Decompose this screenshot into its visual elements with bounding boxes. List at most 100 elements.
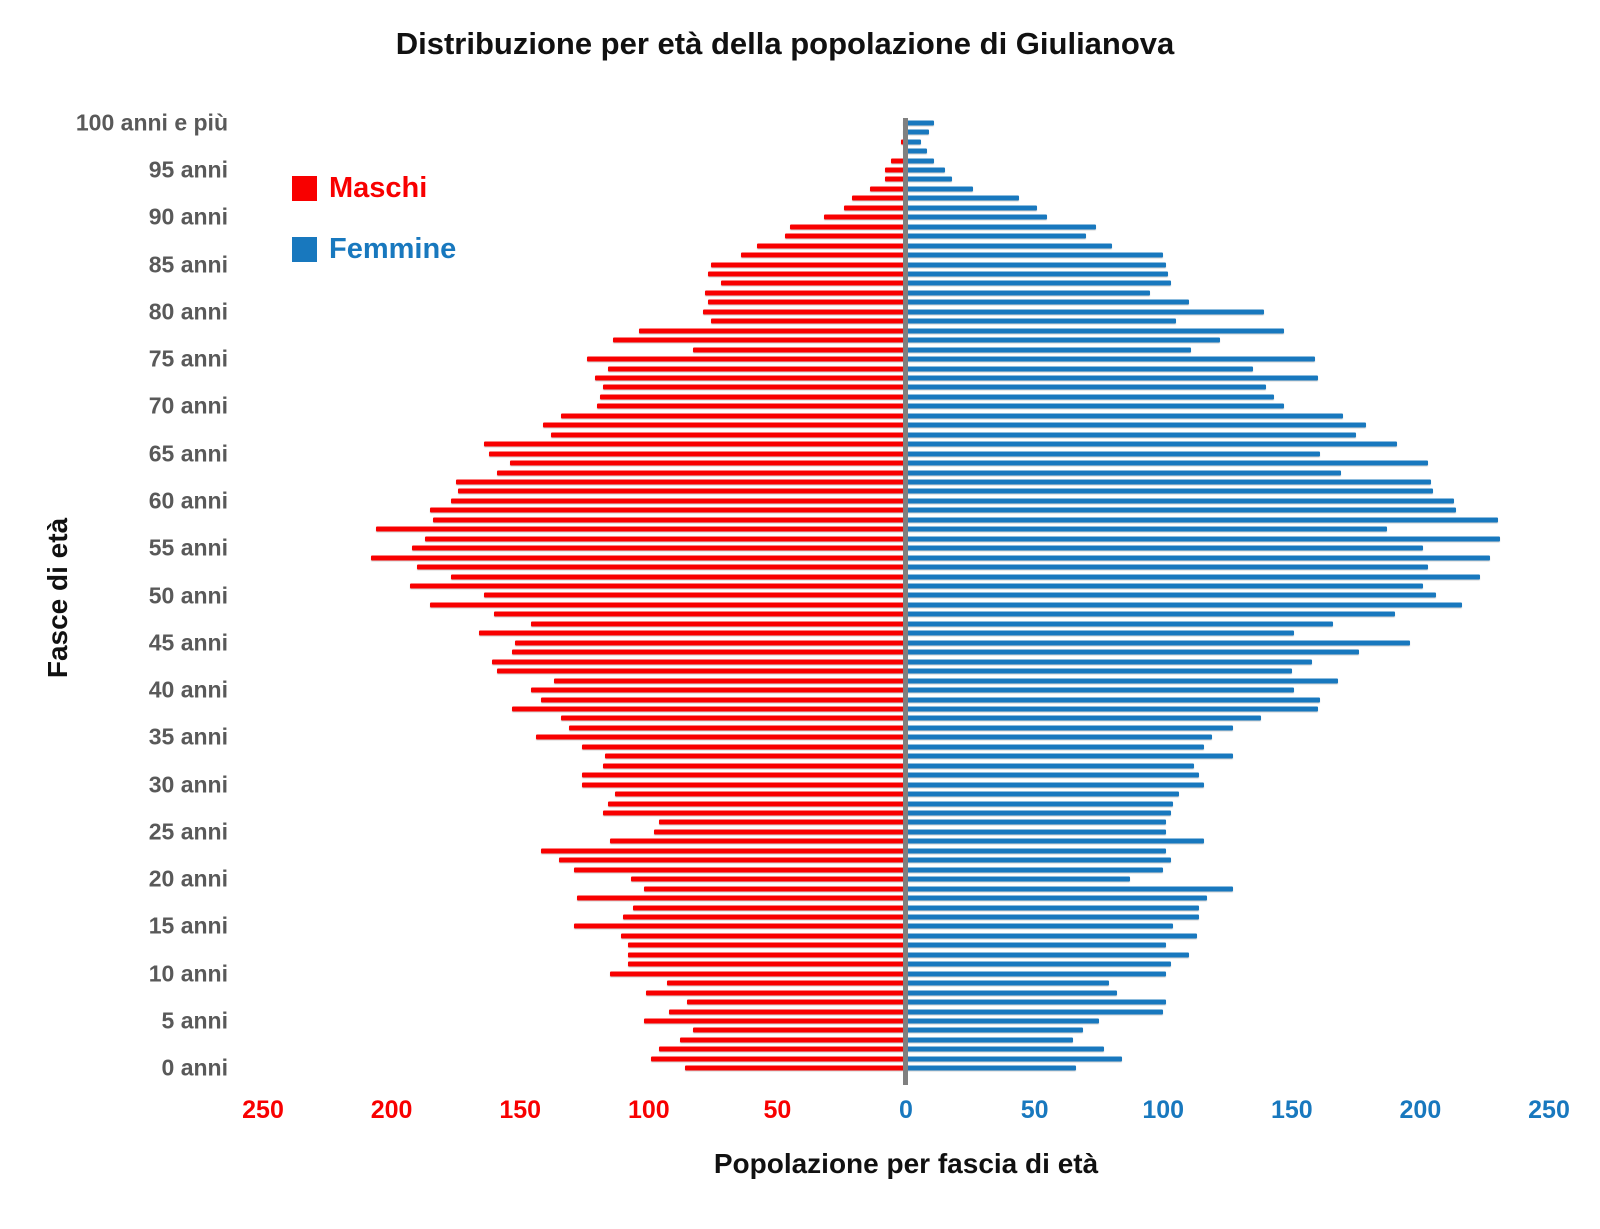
pyramid-row-age-89 [263,222,1549,231]
legend-item-maschi: Maschi [292,172,427,205]
bar-maschi-age-79 [710,318,906,324]
bar-femmine-age-85 [906,262,1166,268]
pyramid-row-age-17 [263,903,1549,912]
bar-femmine-age-19 [906,886,1233,892]
bar-femmine-age-49 [906,602,1462,608]
pyramid-row-age-70 [263,402,1549,411]
bar-femmine-age-43 [906,659,1313,665]
pyramid-row-age-29 [263,789,1549,798]
bar-maschi-age-82 [705,290,906,296]
pyramid-row-age-44 [263,648,1549,657]
bar-femmine-age-64 [906,460,1429,466]
bar-femmine-age-21 [906,867,1164,873]
bar-maschi-age-2 [659,1046,906,1052]
bar-maschi-age-40 [530,687,906,693]
bar-femmine-age-15 [906,923,1174,929]
bar-femmine-age-98 [906,139,922,145]
bar-femmine-age-79 [906,318,1177,324]
bar-maschi-age-74 [607,366,906,372]
bar-maschi-age-39 [540,697,906,702]
bar-femmine-age-28 [906,801,1174,806]
y-tick-20-anni: 20 anni [148,865,228,892]
pyramid-row-age-48 [263,610,1549,619]
pyramid-row-age-94 [263,175,1549,184]
pyramid-row-age-68 [263,421,1549,430]
x-axis-title: Popolazione per fascia di età [713,1148,1099,1179]
bar-femmine-age-59 [906,507,1457,513]
pyramid-row-age-6 [263,1007,1549,1016]
bar-femmine-age-29 [906,791,1179,797]
y-tick-50-anni: 50 anni [148,582,228,608]
bar-femmine-age-27 [906,810,1171,816]
x-axis-tick-labels: 250 200 150 100 50 0 50 100 150 200 250 [242,1096,1570,1136]
y-tick-25-anni: 25 anni [148,818,228,845]
bar-maschi-age-21 [574,867,906,873]
bar-femmine-age-13 [906,942,1166,948]
bar-maschi-age-90 [823,214,906,220]
pyramid-row-age-85 [263,260,1549,269]
pyramid-row-age-91 [263,203,1549,212]
legend-label-femmine: Femmine [329,233,457,265]
bar-femmine-age-88 [906,233,1087,239]
bar-maschi-age-47 [530,621,906,627]
x-tick-femmine-250: 250 [1528,1096,1570,1124]
pyramid-row-age-36 [263,723,1549,732]
bar-femmine-age-14 [906,933,1197,939]
bar-maschi-age-6 [669,1009,906,1015]
pyramid-row-age-9 [263,978,1549,987]
x-tick-maschi-250: 250 [242,1096,284,1124]
pyramid-row-age-19 [263,884,1549,893]
bar-maschi-age-9 [666,980,906,986]
x-tick-maschi-150: 150 [499,1096,542,1124]
bar-femmine-age-20 [906,876,1130,882]
bar-femmine-age-89 [906,224,1097,230]
bar-maschi-age-76 [692,347,906,353]
y-tick-40-anni: 40 anni [148,676,228,703]
pyramid-row-age-67 [263,430,1549,439]
pyramid-row-age-27 [263,808,1549,817]
bar-femmine-age-4 [906,1027,1084,1033]
bar-femmine-age-30 [906,782,1205,788]
bar-femmine-age-74 [906,366,1254,372]
bar-maschi-age-52 [450,574,906,580]
bar-femmine-age-92 [906,195,1020,201]
bar-maschi-age-29 [615,791,906,797]
pyramid-row-age-43 [263,657,1549,666]
bar-maschi-age-81 [707,299,906,305]
bar-femmine-age-73 [906,375,1318,381]
y-tick-55-anni: 55 anni [148,534,228,561]
bar-maschi-age-19 [643,886,906,892]
bar-femmine-age-83 [906,280,1171,286]
pyramid-row-age-49 [263,600,1549,609]
bar-maschi-age-88 [785,233,906,239]
bar-femmine-age-60 [906,498,1454,504]
bar-maschi-age-84 [707,271,906,277]
bar-maschi-age-56 [425,536,906,542]
bar-femmine-age-34 [906,744,1205,750]
y-tick-90-anni: 90 anni [148,203,228,230]
bar-maschi-age-50 [484,592,906,598]
bar-maschi-age-8 [646,990,906,996]
y-tick-5-anni: 5 anni [161,1007,228,1034]
bar-femmine-age-71 [906,394,1274,400]
pyramid-row-age-52 [263,572,1549,581]
bar-femmine-age-46 [906,630,1295,636]
bar-maschi-age-30 [581,782,906,788]
bar-femmine-age-35 [906,734,1213,740]
pyramid-row-age-71 [263,392,1549,401]
bar-femmine-age-33 [906,753,1233,759]
pyramid-row-age-76 [263,345,1549,354]
bar-maschi-age-68 [543,422,906,428]
bar-maschi-age-38 [512,706,906,712]
pyramid-row-age-18 [263,893,1549,902]
bar-femmine-age-22 [906,857,1171,863]
bar-maschi-age-85 [710,262,906,268]
bar-femmine-age-18 [906,895,1207,901]
pyramid-row-age-73 [263,373,1549,382]
bar-maschi-age-95 [885,167,906,173]
y-tick-95-anni: 95 anni [148,156,228,183]
bar-maschi-age-80 [702,309,906,315]
y-tick-15-anni: 15 anni [148,912,228,939]
bar-femmine-age-31 [906,772,1200,778]
